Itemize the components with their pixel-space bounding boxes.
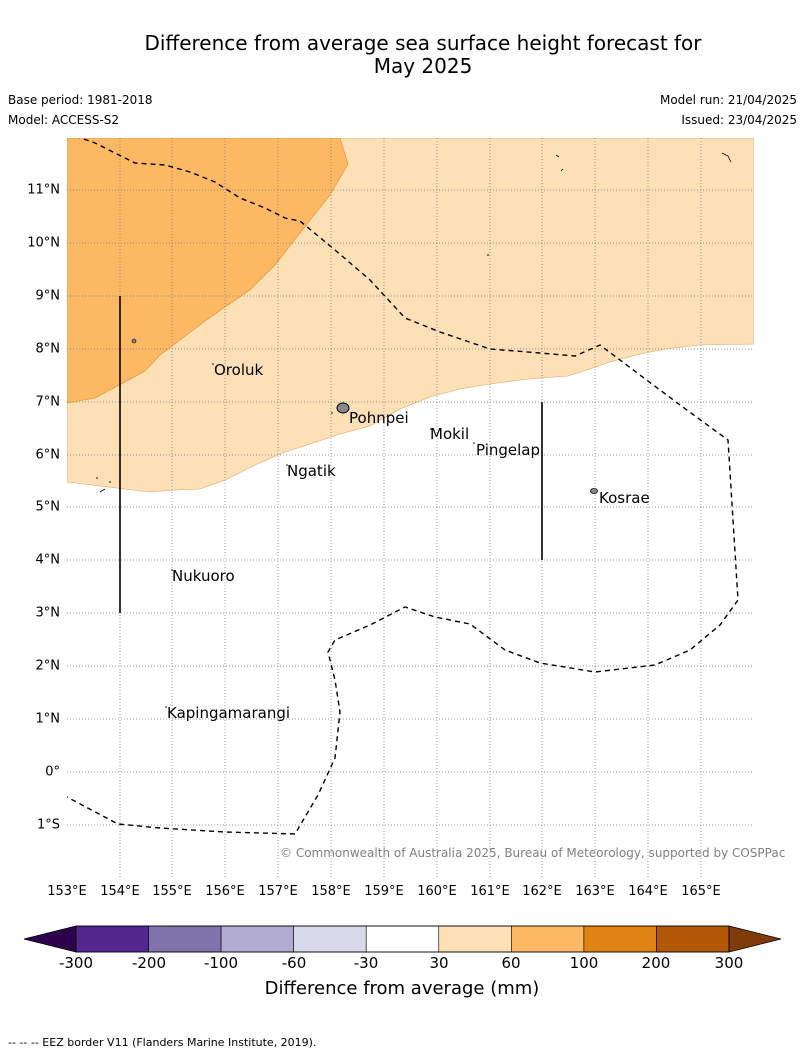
lon-label-163e: 163°E: [575, 884, 615, 899]
lat-label-0: 0°: [45, 764, 60, 780]
eez-border-north: [67, 138, 739, 835]
place-label-kosrae: Kosrae: [599, 489, 650, 507]
eez-footnote: -- -- -- EEZ border V11 (Flanders Marine…: [8, 1036, 317, 1049]
northern-islets: [555, 152, 732, 172]
colorbar-under-arrow: [23, 925, 77, 953]
lat-label-11n: 11°N: [27, 182, 60, 198]
colorbar-segment-1: [148, 925, 222, 953]
map-title: Difference from average sea surface heig…: [0, 32, 804, 78]
model-name: Model: ACCESS-S2: [8, 113, 120, 127]
lon-label-165e: 165°E: [681, 884, 721, 899]
place-label-pohnpei: Pohnpei: [349, 409, 409, 427]
lat-label-3n: 3°N: [35, 605, 61, 621]
colorbar-label: Difference from average (mm): [264, 978, 540, 999]
western-islet-b: [109, 481, 111, 483]
colorbar-segment-7: [583, 925, 657, 953]
model-run-date: Model run: 21/04/2025: [659, 93, 797, 107]
colorbar-tick-6: 60: [501, 954, 521, 972]
lat-label-5n: 5°N: [35, 499, 61, 515]
colorbar-tick-7: 100: [569, 954, 599, 972]
kapingamarangi-islet: [165, 706, 167, 708]
lon-label-157e: 157°E: [258, 884, 298, 899]
pohnpei-island: [336, 402, 350, 414]
lon-label-162e: 162°E: [522, 884, 562, 899]
colorbar-tick-1: -200: [131, 954, 167, 972]
colorbar-tick-9: 300: [714, 954, 744, 972]
lon-label-158e: 158°E: [311, 884, 351, 899]
ngatik-islet: [286, 464, 288, 466]
colorbar-segment-5: [438, 925, 512, 953]
lon-label-159e: 159°E: [364, 884, 404, 899]
colorbar-segment-2: [220, 925, 294, 953]
oroluk-islet: [212, 363, 214, 365]
colorbar: [23, 925, 782, 953]
lat-label-7n: 7°N: [35, 394, 61, 410]
lat-label-10n: 10°N: [27, 235, 60, 251]
issued-date: Issued: 23/04/2025: [681, 113, 797, 127]
colorbar-segment-8: [656, 925, 730, 953]
lon-label-155e: 155°E: [152, 884, 192, 899]
mokil-islet: [430, 428, 432, 430]
colorbar-segment-3: [293, 925, 367, 953]
lon-label-156e: 156°E: [205, 884, 245, 899]
map-title-line2: May 2025: [373, 54, 473, 78]
lat-label-4n: 4°N: [35, 552, 61, 568]
place-label-oroluk: Oroluk: [214, 361, 264, 379]
ant-atoll-islet: [331, 412, 333, 414]
lat-label-1s: 1°S: [36, 817, 60, 833]
colorbar-segments: [75, 925, 730, 953]
colorbar-outline: [75, 925, 730, 953]
place-label-pingelap: Pingelap: [476, 441, 541, 459]
place-label-ngatik: Ngatik: [287, 462, 336, 480]
lon-label-160e: 160°E: [417, 884, 457, 899]
nukuoro-islet: [171, 569, 173, 571]
colorbar-tick-5: 30: [429, 954, 449, 972]
colorbar-tick-4: -30: [353, 954, 379, 972]
western-islet-a: [96, 477, 98, 479]
lon-label-164e: 164°E: [628, 884, 668, 899]
colorbar-segment-0: [75, 925, 149, 953]
lat-label-9n: 9°N: [35, 288, 61, 304]
colorbar-tick-3: -60: [281, 954, 307, 972]
map-title-line1: Difference from average sea surface heig…: [144, 31, 702, 55]
lon-label-153e: 153°E: [47, 884, 87, 899]
northern-islet-center: [487, 254, 489, 256]
colorbar-tick-8: 200: [641, 954, 671, 972]
western-islet-c: [99, 488, 106, 493]
islands: [96, 152, 732, 708]
colorbar-segment-4: [365, 925, 440, 953]
kosrae-island: [590, 488, 598, 494]
colorbar-tick-2: -100: [203, 954, 239, 972]
islet-west: [131, 338, 137, 344]
lat-label-2n: 2°N: [35, 658, 61, 674]
pingelap-islet: [473, 442, 475, 444]
place-label-kapingamarangi: Kapingamarangi: [167, 704, 291, 722]
place-label-nukuoro: Nukuoro: [172, 567, 235, 585]
copyright-notice: © Commonwealth of Australia 2025, Bureau…: [280, 846, 786, 860]
base-period: Base period: 1981-2018: [8, 93, 153, 107]
lat-label-8n: 8°N: [35, 341, 61, 357]
lon-label-161e: 161°E: [470, 884, 510, 899]
colorbar-segment-6: [511, 925, 585, 953]
lat-label-1n: 1°N: [35, 711, 61, 727]
lat-label-6n: 6°N: [35, 447, 61, 463]
place-label-mokil: Mokil: [430, 425, 470, 443]
lon-label-154e: 154°E: [100, 884, 140, 899]
colorbar-over-arrow: [728, 925, 782, 953]
colorbar-tick-0: -300: [58, 954, 94, 972]
